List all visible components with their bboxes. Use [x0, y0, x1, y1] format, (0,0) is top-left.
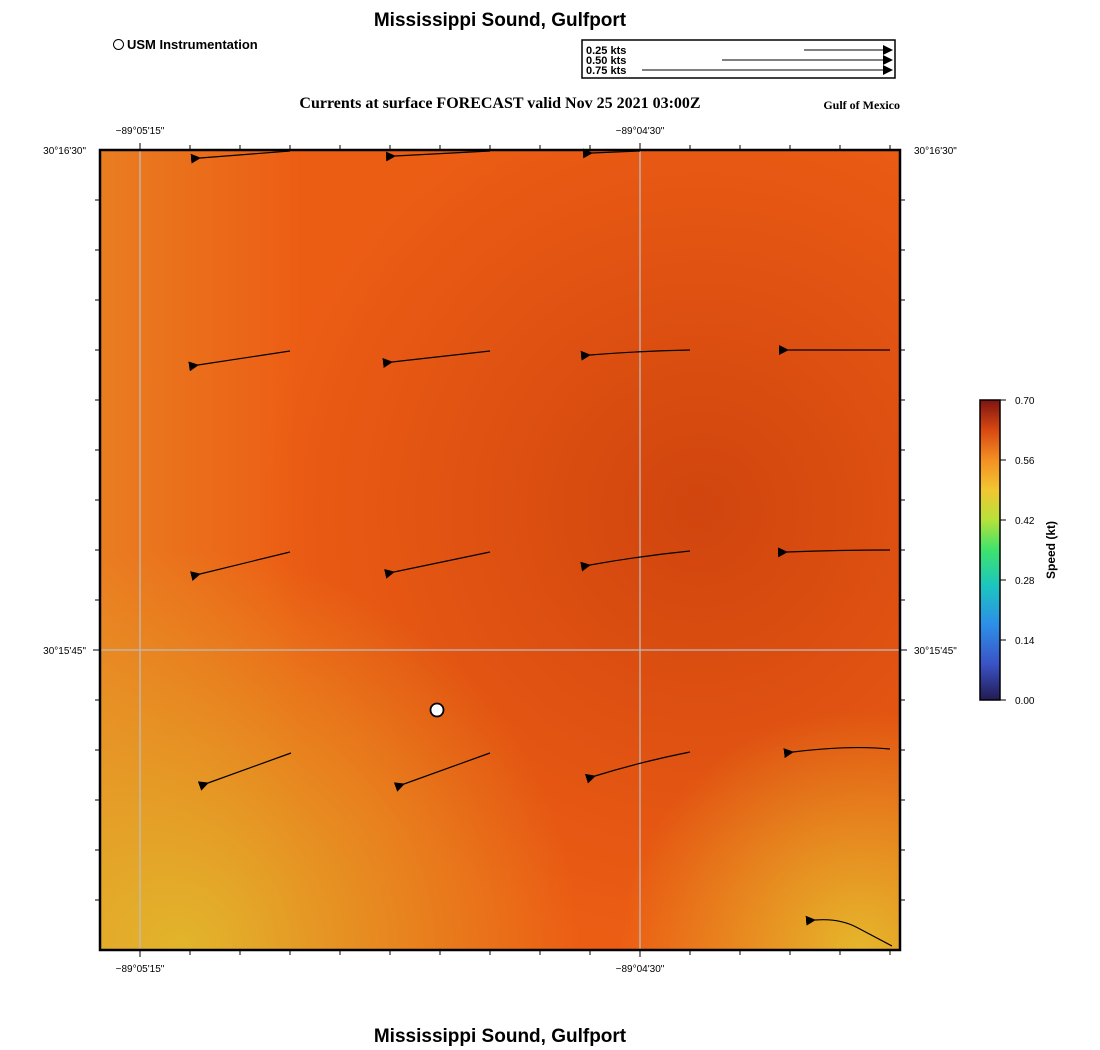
speed-field — [100, 150, 900, 950]
usm-station-marker — [429, 702, 445, 718]
colorbar-tick: 0.28 — [1015, 576, 1035, 587]
current-arrow — [777, 547, 891, 558]
lat-label: 30°16'30" — [914, 146, 957, 157]
colorbar-label: Speed (kt) — [1044, 521, 1058, 579]
vector-scale-legend: 0.25 kts 0.50 kts 0.75 kts — [581, 39, 896, 79]
current-arrow — [584, 751, 691, 784]
colorbar-tick: 0.42 — [1015, 516, 1035, 527]
colorbar-tick: 0.70 — [1015, 396, 1035, 407]
station-marker-icon — [113, 39, 124, 50]
current-vectors — [188, 148, 893, 947]
current-arrow — [582, 148, 641, 159]
current-arrow — [188, 350, 291, 372]
current-arrow — [384, 551, 491, 579]
station-legend-label: USM Instrumentation — [127, 37, 258, 52]
current-arrow — [805, 915, 893, 947]
current-arrow — [385, 150, 491, 162]
lat-labels-left: 30°16'30" 30°15'45" — [43, 146, 86, 657]
lon-label: −89°04'30" — [616, 126, 665, 137]
lon-labels-bottom: −89°05'15" −89°04'30" — [116, 964, 665, 975]
lat-label: 30°16'30" — [43, 146, 86, 157]
map-title: Mississippi Sound, Gulfport — [373, 10, 627, 31]
current-arrow — [190, 551, 291, 581]
scale-label: 0.75 kts — [586, 65, 626, 77]
graticule — [100, 150, 900, 950]
colorbar-tick: 0.00 — [1015, 696, 1035, 707]
current-arrow — [197, 752, 292, 791]
map-frame — [93, 143, 907, 957]
forecast-subtitle: Currents at surface FORECAST valid Nov 2… — [299, 95, 701, 112]
colorbar-tick: 0.56 — [1015, 456, 1035, 467]
current-arrow — [580, 550, 691, 572]
current-arrow — [580, 349, 691, 361]
map-footer-title: Mississippi Sound, Gulfport — [373, 1026, 627, 1047]
station-legend: USM Instrumentation — [113, 37, 258, 52]
current-arrow — [783, 746, 891, 759]
current-arrow — [190, 150, 291, 164]
lon-label: −89°05'15" — [116, 964, 165, 975]
colorbar-tick: 0.14 — [1015, 636, 1035, 647]
lat-labels-right: 30°16'30" 30°15'45" — [914, 146, 957, 657]
lon-label: −89°05'15" — [116, 126, 165, 137]
lon-label: −89°04'30" — [616, 964, 665, 975]
current-arrow — [393, 752, 491, 792]
region-label: Gulf of Mexico — [823, 98, 900, 112]
scale-label: 0.25 kts — [586, 45, 626, 57]
scale-label: 0.50 kts — [586, 55, 626, 67]
lon-labels-top: −89°05'15" −89°04'30" — [116, 126, 665, 137]
colorbar: 0.70 0.56 0.42 0.28 0.14 0.00 Speed (kt) — [979, 396, 1058, 707]
lat-label: 30°15'45" — [43, 646, 86, 657]
lat-label: 30°15'45" — [914, 646, 957, 657]
current-arrow — [382, 350, 491, 368]
